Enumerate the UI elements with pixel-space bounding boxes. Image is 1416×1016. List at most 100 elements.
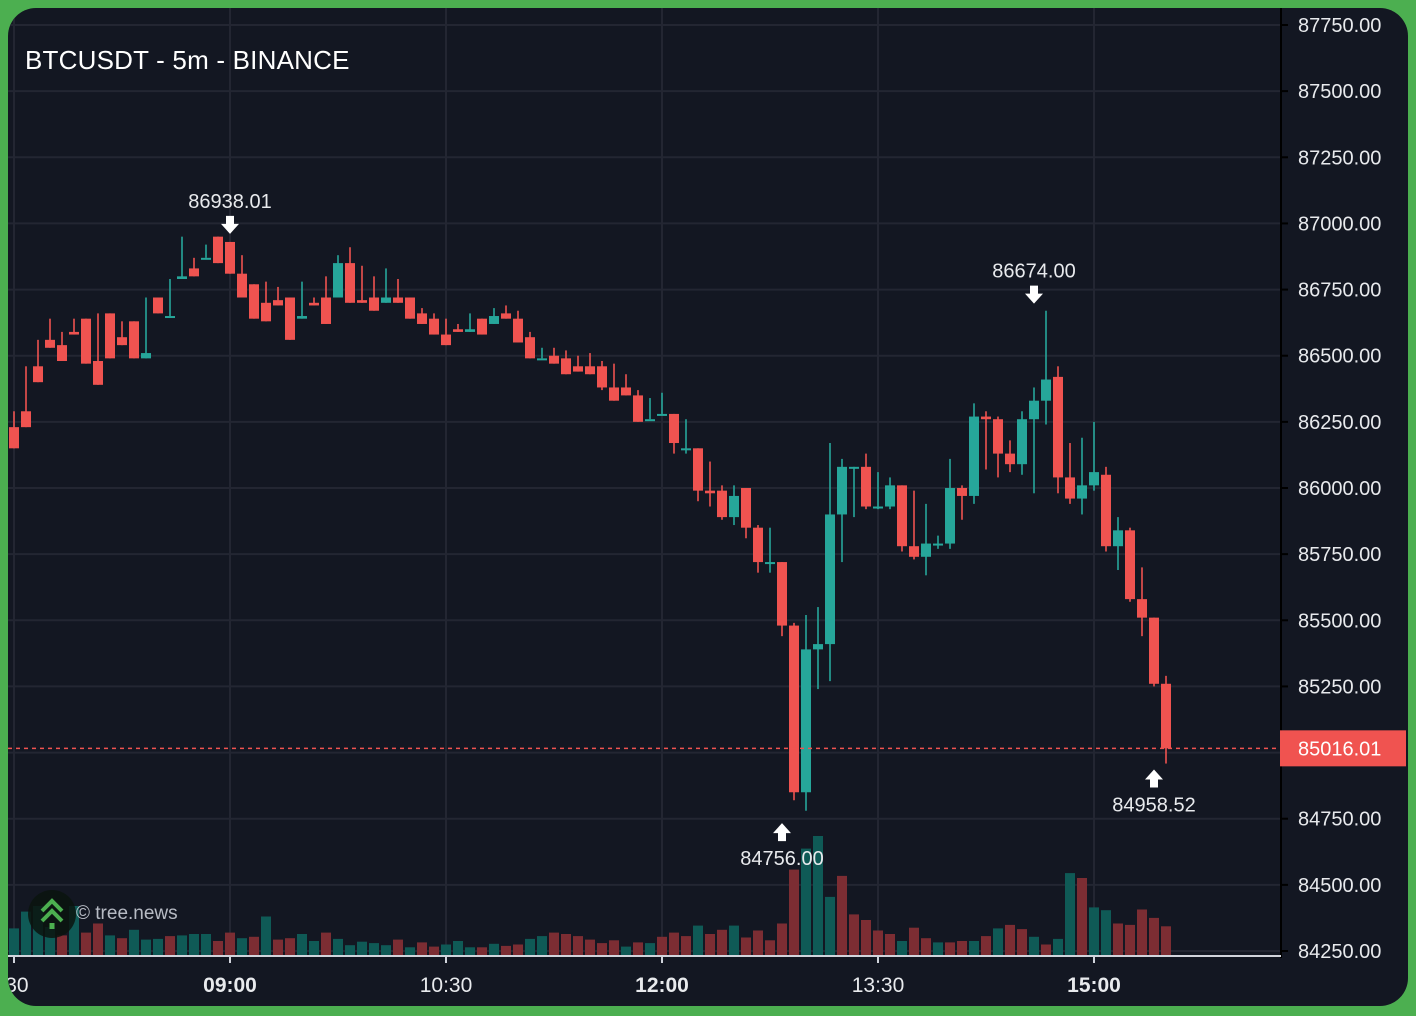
candle[interactable]: [861, 453, 871, 510]
candle[interactable]: [729, 485, 739, 526]
candle[interactable]: [657, 392, 667, 416]
candle[interactable]: [393, 278, 403, 303]
candle[interactable]: [777, 562, 787, 637]
candle[interactable]: [285, 297, 295, 340]
candle[interactable]: [957, 485, 967, 520]
candle[interactable]: [753, 525, 763, 573]
candle[interactable]: [1077, 437, 1087, 515]
candle[interactable]: [345, 247, 355, 303]
candle[interactable]: [1017, 411, 1027, 475]
candle[interactable]: [273, 286, 283, 306]
candle[interactable]: [525, 331, 535, 359]
candle[interactable]: [153, 297, 163, 314]
candle[interactable]: [897, 485, 907, 552]
candle[interactable]: [429, 313, 439, 335]
candle[interactable]: [1113, 517, 1123, 571]
candle[interactable]: [633, 390, 643, 422]
candlestick-chart[interactable]: 86938.01 86674.00 84756.00 84958.52 87750.00…: [8, 8, 1408, 1006]
candle[interactable]: [1029, 387, 1039, 494]
candle[interactable]: [1161, 675, 1171, 764]
candle[interactable]: [381, 268, 391, 303]
candle[interactable]: [813, 607, 823, 690]
candle[interactable]: [837, 458, 847, 563]
candle[interactable]: [237, 255, 247, 298]
candle[interactable]: [969, 403, 979, 504]
candle[interactable]: [1065, 443, 1075, 504]
candle[interactable]: [261, 281, 271, 322]
candle[interactable]: [693, 448, 703, 502]
candle[interactable]: [45, 318, 55, 348]
candle[interactable]: [933, 535, 943, 549]
candle[interactable]: [489, 308, 499, 324]
candle[interactable]: [501, 305, 511, 319]
candle[interactable]: [21, 366, 31, 428]
candle[interactable]: [1125, 527, 1135, 602]
candle[interactable]: [513, 310, 523, 343]
candle[interactable]: [945, 458, 955, 549]
candle[interactable]: [333, 255, 343, 298]
candle[interactable]: [141, 297, 151, 359]
time-axis[interactable]: :30 09:00 10:30 12:00 13:30 15:00: [8, 955, 1281, 997]
candle[interactable]: [909, 490, 919, 560]
candle[interactable]: [69, 318, 79, 335]
candle[interactable]: [921, 503, 931, 576]
candle[interactable]: [585, 353, 595, 375]
candle[interactable]: [441, 318, 451, 346]
candle[interactable]: [873, 472, 883, 510]
candle[interactable]: [741, 488, 751, 539]
candle[interactable]: [453, 323, 463, 332]
candle[interactable]: [105, 313, 115, 359]
candle[interactable]: [357, 265, 367, 303]
candle[interactable]: [93, 313, 103, 385]
candle[interactable]: [189, 257, 199, 277]
candle[interactable]: [1137, 567, 1147, 637]
candle[interactable]: [33, 339, 43, 383]
candle[interactable]: [885, 477, 895, 510]
candle[interactable]: [645, 398, 655, 422]
candle[interactable]: [405, 297, 415, 319]
candle[interactable]: [297, 281, 307, 319]
candle[interactable]: [681, 419, 691, 454]
candle[interactable]: [465, 313, 475, 332]
candle[interactable]: [249, 284, 259, 319]
candle[interactable]: [717, 485, 727, 520]
candle[interactable]: [789, 622, 799, 801]
candle[interactable]: [1005, 440, 1015, 473]
candle[interactable]: [1101, 466, 1111, 552]
price-axis[interactable]: 87750.00 87500.00 87250.00 87000.00 86750.00…: [1280, 8, 1406, 963]
candle[interactable]: [57, 331, 67, 362]
candle[interactable]: [597, 361, 607, 391]
candle[interactable]: [117, 321, 127, 346]
candle[interactable]: [621, 374, 631, 396]
candle[interactable]: [765, 527, 775, 573]
candle[interactable]: [201, 244, 211, 260]
candle[interactable]: [417, 308, 427, 324]
candle[interactable]: [609, 363, 619, 401]
candle[interactable]: [1089, 421, 1099, 491]
candle[interactable]: [705, 461, 715, 507]
candle[interactable]: [1053, 366, 1063, 494]
candle[interactable]: [165, 278, 175, 319]
candle[interactable]: [849, 466, 859, 518]
candle[interactable]: [825, 443, 835, 682]
candle[interactable]: [321, 276, 331, 324]
candle[interactable]: [213, 236, 223, 264]
candle[interactable]: [1149, 617, 1159, 687]
candle[interactable]: [573, 355, 583, 372]
candle[interactable]: [177, 236, 187, 279]
candle[interactable]: [537, 347, 547, 361]
candle[interactable]: [549, 347, 559, 364]
candle[interactable]: [477, 318, 487, 335]
candle[interactable]: [981, 411, 991, 470]
candle[interactable]: [129, 321, 139, 359]
candle[interactable]: [369, 276, 379, 311]
candle[interactable]: [669, 413, 679, 454]
candle[interactable]: [801, 614, 811, 811]
candle[interactable]: [993, 416, 1003, 478]
candle[interactable]: [225, 241, 235, 274]
candle[interactable]: [9, 411, 19, 449]
candle[interactable]: [309, 297, 319, 306]
candle[interactable]: [1041, 310, 1051, 425]
candle[interactable]: [561, 350, 571, 375]
candle[interactable]: [81, 318, 91, 364]
